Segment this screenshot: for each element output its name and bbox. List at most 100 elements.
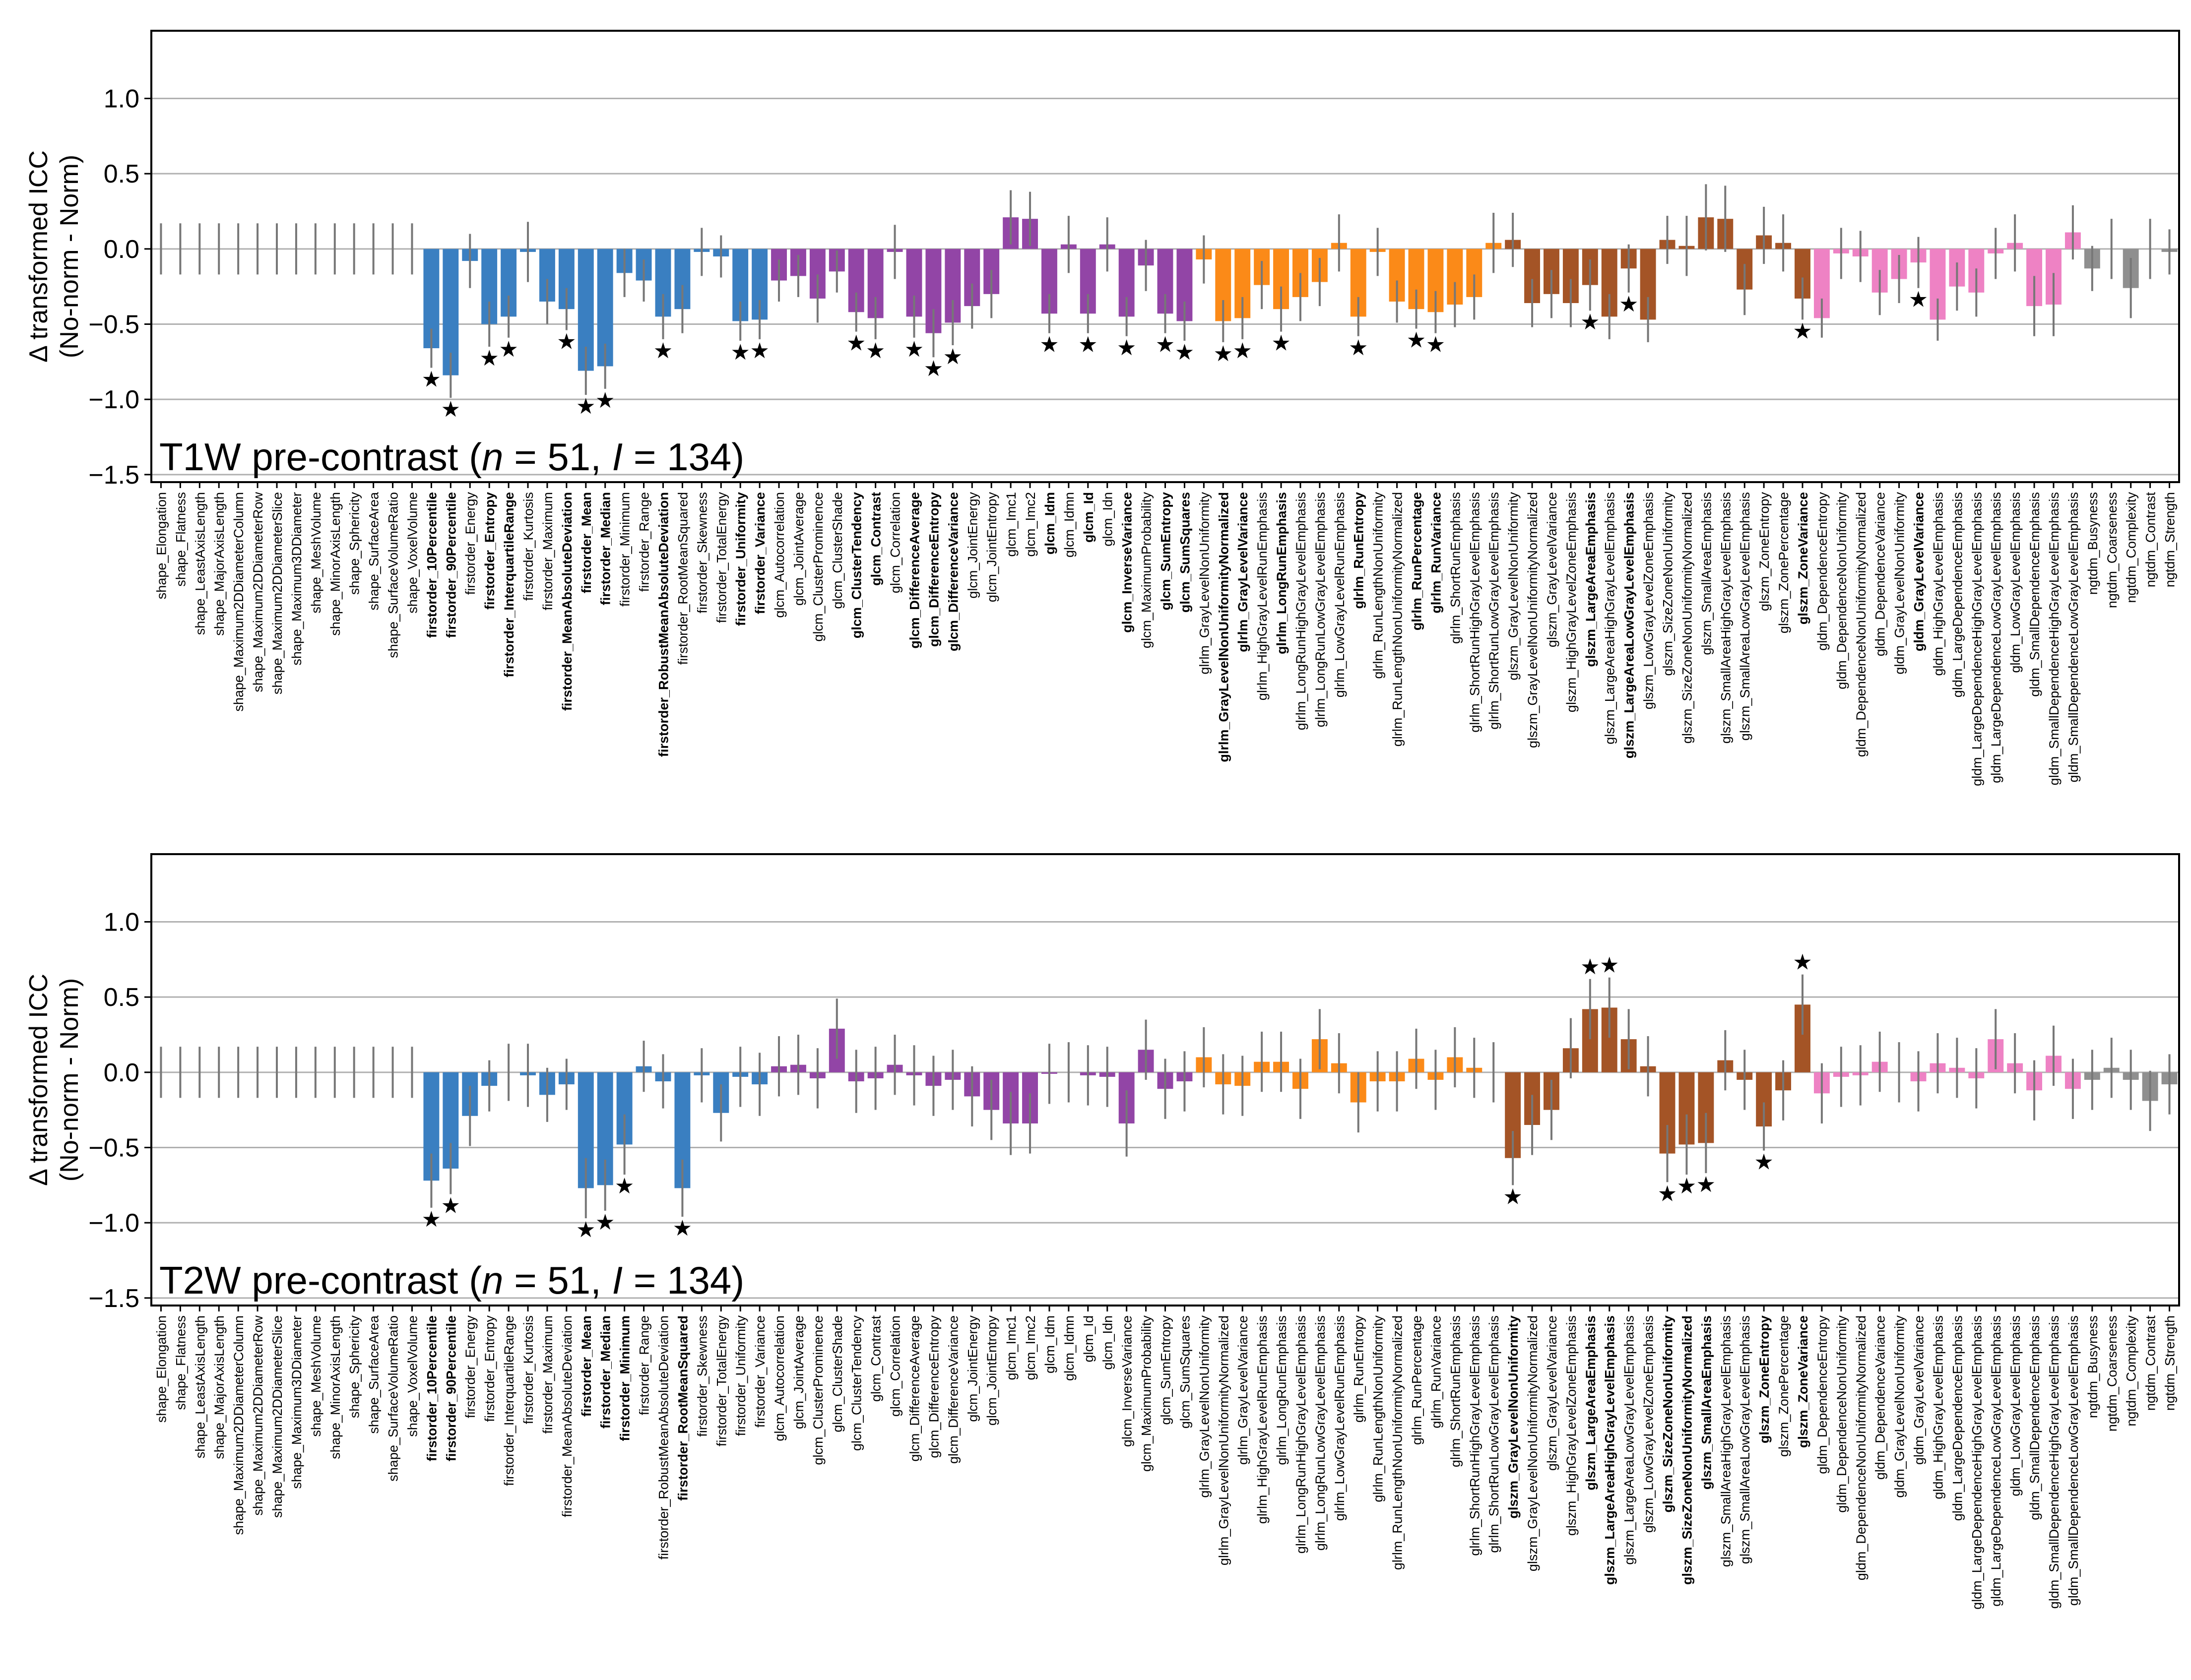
x-tick-label: shape_MeshVolume [309,492,323,614]
y-tick-label: 0.5 [104,983,139,1012]
x-tick-label: gldm_SmallDependenceHighGrayLevelEmphasi… [2047,1315,2062,1609]
x-tick-label: glcm_DifferenceEntropy [926,1315,941,1458]
x-tick-label: gldm_SmallDependenceEmphasis [2027,1315,2042,1520]
significance-star: ★ [1677,1174,1696,1198]
plot-frame [150,30,2180,483]
x-tick-label: glcm_InverseVariance [1120,492,1135,633]
x-tick-label: glrlm_LowGrayLevelRunEmphasis [1332,1315,1347,1521]
x-tick-label: glrlm_RunPercentage [1410,1315,1424,1445]
x-tick-label: gldm_GrayLevelNonUniformity [1892,1315,1907,1498]
x-tick-label: shape_Maximum2DDiameterColumn [231,492,246,712]
x-tick-label: gldm_DependenceEntropy [1815,492,1830,651]
x-tick-label: glszm_ZonePercentage [1776,1315,1791,1457]
x-tick-label: gldm_DependenceVariance [1873,492,1888,656]
y-tick-label: 0.5 [104,160,139,188]
panel-t1w: 1.0 0.5 0.0 −0.5 −1.0 −1.5 Δ transformed ICC(N… [24,30,2180,786]
x-tick-label: glrlm_LowGrayLevelRunEmphasis [1332,492,1347,697]
x-tick-label: firstorder_RootMeanSquared [675,492,690,665]
x-tick-label: glrlm_GrayLevelNonUniformity [1197,492,1212,675]
x-tick-label: glcm_Contrast [869,492,884,586]
x-tick-label: firstorder_TotalEnergy [714,1315,729,1447]
x-tick-label: firstorder_MeanAbsoluteDeviation [560,1315,575,1517]
y-tick-label: 1.0 [104,908,139,937]
x-tick-label: glrlm_HighGrayLevelRunEmphasis [1255,1315,1270,1524]
x-tick-label: glrlm_HighGrayLevelRunEmphasis [1255,492,1270,700]
x-tick-label: gldm_SmallDependenceEmphasis [2027,492,2042,697]
caption-i-label: I [612,1258,623,1302]
y-axis-label-line2: (No-norm - Norm) [55,978,84,1182]
x-tick-label: glszm_GrayLevelNonUniformity [1506,492,1521,681]
significance-star: ★ [595,388,615,413]
x-tick-label: glrlm_LongRunHighGrayLevelEmphasis [1293,1315,1308,1554]
x-tick-label: glrlm_LongRunEmphasis [1274,492,1289,654]
caption-i-value: = 134) [623,1258,744,1302]
significance-star: ★ [576,1218,595,1242]
x-tick-label: gldm_LowGrayLevelEmphasis [2008,492,2023,673]
x-tick-label: firstorder_Skewness [695,1315,709,1437]
x-tick-label: glszm_LowGrayLevelZoneEmphasis [1641,1315,1656,1533]
x-tick-label: firstorder_Kurtosis [521,1315,536,1424]
x-tick-label: glszm_SizeZoneNonUniformityNormalized [1679,492,1694,744]
x-tick-label: glcm_Idn [1100,492,1115,547]
x-tick-label: glcm_Imc1 [1004,492,1019,557]
x-tick-label: glcm_ClusterTendency [849,492,864,638]
x-tick-label: glrlm_GrayLevelNonUniformityNormalized [1216,1315,1231,1565]
x-tick-label: shape_Flatness [173,1315,188,1410]
x-tick-label: glrlm_ShortRunHighGrayLevelEmphasis [1467,1315,1482,1556]
significance-star: ★ [1793,950,1812,975]
x-tick-label: shape_LeastAxisLength [193,492,207,635]
x-tick-label: glcm_SumEntropy [1159,1315,1173,1425]
x-tick-label: firstorder_Median [598,1315,613,1429]
caption-i-label: I [612,435,623,479]
x-tick-label: glrlm_RunLengthNonUniformity [1371,492,1386,679]
x-tick-label: glcm_JointEnergy [965,492,980,599]
significance-star: ★ [1580,955,1600,979]
x-tick-label: firstorder_Uniformity [733,1315,748,1436]
x-tick-label: glcm_JointAverage [791,1315,806,1429]
x-tick-label: glszm_ZoneVariance [1796,1315,1810,1448]
significance-star: ★ [441,1194,460,1218]
x-tick-label: gldm_SmallDependenceLowGrayLevelEmphasis [2066,492,2081,782]
significance-star: ★ [904,337,924,362]
caption-n-label: n [482,1258,503,1302]
x-tick-label: shape_MeshVolume [309,1315,323,1437]
significance-star: ★ [750,339,769,363]
x-tick-label: gldm_GrayLevelVariance [1912,492,1927,651]
x-tick-label: firstorder_RobustMeanAbsoluteDeviation [656,1315,671,1559]
x-tick-label: glszm_LargeAreaLowGrayLevelEmphasis [1622,492,1637,758]
x-tick-label: firstorder_90Percentile [444,492,458,638]
x-tick-label: glszm_SmallAreaEmphasis [1699,1315,1714,1490]
x-tick-label: shape_Maximum2DDiameterColumn [231,1315,246,1535]
x-tick-label: shape_Maximum2DDiameterRow [251,492,265,692]
y-tick-label: 0.0 [104,1058,139,1087]
significance-star: ★ [1696,1173,1716,1197]
x-tick-label: glcm_MaximumProbability [1139,1315,1154,1472]
x-tick-label: ngtdm_Contrast [2143,1315,2158,1411]
x-tick-label: glrlm_GrayLevelNonUniformity [1197,1315,1212,1498]
x-tick-label: shape_SurfaceVolumeRatio [386,492,401,658]
x-tick-label: glszm_SizeZoneNonUniformityNormalized [1679,1315,1694,1585]
x-tick-label: shape_Sphericity [347,492,362,595]
x-tick-label: glcm_DifferenceVariance [946,492,961,651]
x-tick-label: shape_Sphericity [347,1315,362,1419]
x-tick-label: gldm_LargeDependenceLowGrayLevelEmphasis [1989,1315,2003,1607]
significance-star: ★ [615,1174,634,1198]
x-tick-label: shape_Maximum2DDiameterRow [251,1315,265,1516]
x-tick-label: gldm_DependenceVariance [1873,1315,1888,1480]
x-tick-label: glszm_GrayLevelVariance [1545,1315,1559,1471]
x-tick-label: gldm_DependenceNonUniformityNormalized [1854,492,1869,757]
x-tick-label: shape_VoxelVolume [405,1315,420,1437]
significance-star: ★ [1909,288,1928,312]
significance-star: ★ [1619,292,1638,316]
panel-t2w: 1.0 0.5 0.0 −0.5 −1.0 −1.5 Δ transformed ICC(N… [24,853,2180,1610]
x-tick-label: shape_MajorAxisLength [212,492,227,636]
x-tick-label: shape_VoxelVolume [405,492,420,614]
significance-star: ★ [1175,340,1194,365]
x-tick-label: glcm_JointEntropy [984,492,999,603]
x-tick-label: firstorder_10Percentile [424,1315,439,1461]
x-tick-label: glcm_DifferenceAverage [907,1315,922,1462]
plot-frame [150,853,2180,1307]
significance-star: ★ [1580,310,1600,334]
x-tick-label: glcm_Idm [1042,492,1057,555]
x-tick-label: glcm_DifferenceAverage [907,492,922,649]
